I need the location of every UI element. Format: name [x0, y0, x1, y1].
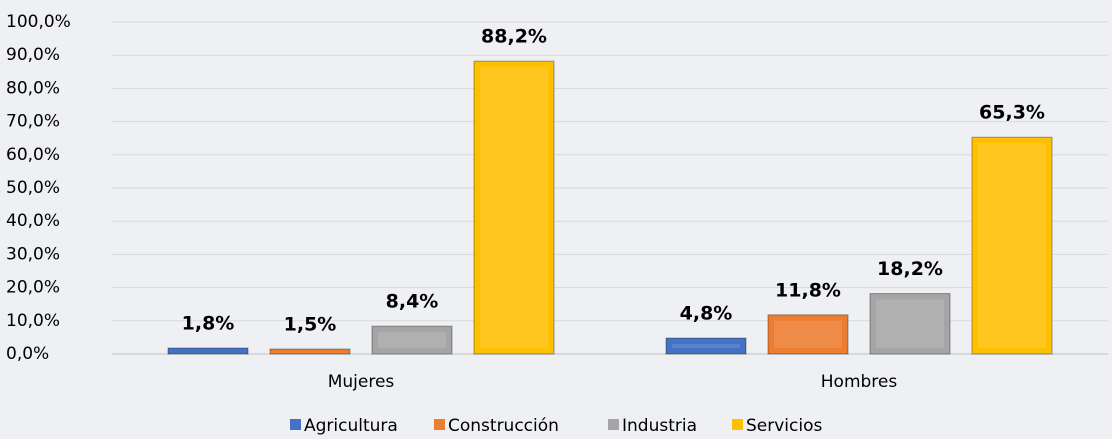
value-label: 8,4% [386, 291, 439, 313]
y-tick-label: 100,0% [6, 12, 71, 32]
bar [665, 337, 747, 355]
bar-bevel [774, 320, 842, 348]
bar [269, 348, 351, 355]
bar-bevel [876, 299, 944, 348]
bar-bevel [378, 332, 446, 348]
y-tick-label: 40,0% [6, 211, 60, 231]
value-label: 11,8% [775, 279, 841, 301]
legend-swatch [732, 419, 743, 430]
value-label: 1,5% [284, 314, 337, 336]
y-tick-label: 0,0% [6, 344, 49, 364]
y-tick-label: 20,0% [6, 278, 60, 298]
bar-bevel [978, 143, 1046, 348]
legend-swatch [608, 419, 619, 430]
value-label: 1,8% [182, 313, 235, 335]
bar [971, 136, 1053, 355]
y-tick-label: 70,0% [6, 112, 60, 132]
bar [767, 314, 849, 355]
legend-swatch [290, 419, 301, 430]
bar [473, 60, 555, 355]
x-tick-label: Hombres [821, 372, 898, 392]
value-label: 18,2% [877, 258, 943, 280]
y-tick-label: 50,0% [6, 178, 60, 198]
value-label: 65,3% [979, 102, 1045, 124]
legend-label: Servicios [746, 416, 822, 436]
legend-label: Construcción [448, 416, 559, 436]
y-tick-label: 60,0% [6, 145, 60, 165]
y-tick-label: 30,0% [6, 244, 60, 264]
value-label: 88,2% [481, 26, 547, 48]
x-tick-label: Mujeres [328, 372, 395, 392]
y-tick-label: 90,0% [6, 45, 60, 65]
bar [869, 293, 951, 355]
y-tick-label: 80,0% [6, 78, 60, 98]
value-label: 4,8% [680, 303, 733, 325]
bar [371, 325, 453, 355]
bar-bevel [672, 344, 740, 348]
y-tick-label: 10,0% [6, 311, 60, 331]
legend-label: Agricultura [304, 416, 398, 436]
legend-label: Industria [622, 416, 697, 436]
bar [167, 347, 249, 355]
legend-swatch [434, 419, 445, 430]
bar-bevel [480, 67, 548, 349]
